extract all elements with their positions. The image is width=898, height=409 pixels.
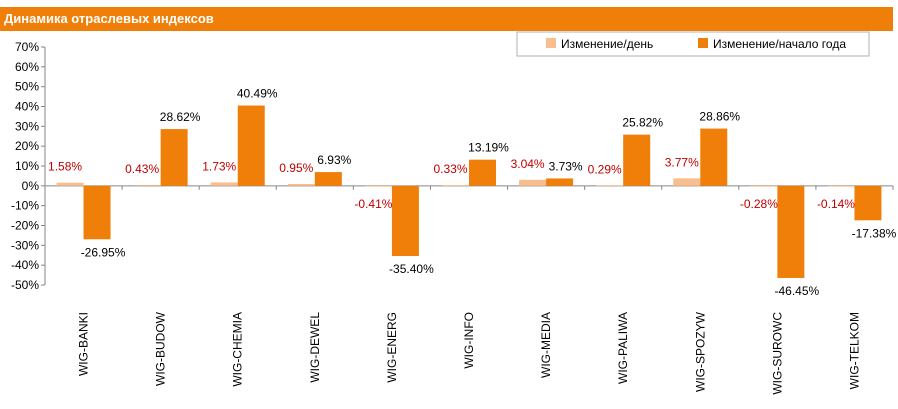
category-label: WIG-ENERG [385,312,399,383]
data-label-ytd: 6.93% [317,153,351,167]
data-label-daily: -0.28% [740,197,778,211]
bar-ytd-change [237,105,265,186]
category-label: WIG-TELKOM [847,312,861,389]
y-tick-label: -50% [11,278,39,292]
bar-daily-change [56,182,84,186]
bar-daily-change [133,184,161,186]
bar-ytd-change [314,172,342,186]
data-label-ytd: -17.38% [852,226,897,240]
data-label-ytd: 40.49% [237,87,278,101]
data-label-ytd: 28.62% [160,110,201,124]
data-label-daily: 0.43% [125,162,159,176]
y-tick-label: 50% [15,80,39,94]
category-label: WIG-BANKI [77,312,91,376]
category-label: WIG-DEWEL [308,312,322,383]
data-label-ytd: -46.45% [775,284,820,298]
bar-daily-change [750,185,778,187]
legend-swatch-ytd [698,38,708,48]
data-label-daily: 0.33% [433,162,467,176]
y-tick-label: -30% [11,238,39,252]
data-label-ytd: 13.19% [468,141,509,155]
data-labels: 1.58% -26.95% 0.43% 28.62% 1.73% 40.49% 0.95% 6… [48,87,897,298]
chart-title: Динамика отраслевых индексов [0,7,893,31]
data-label-ytd: 25.82% [622,116,663,130]
bar-ytd-change [854,185,882,221]
bar-ytd-change [777,185,805,278]
legend-box [516,31,870,57]
y-tick-label: -40% [11,258,39,272]
category-label: WIG-INFO [462,312,476,369]
data-label-daily: 1.58% [48,160,82,174]
bar-ytd-change [83,185,111,240]
data-label-daily: -0.14% [817,197,855,211]
data-label-ytd: 28.86% [699,110,740,124]
legend-label-daily: Изменение/день [561,37,653,51]
data-label-daily: 0.29% [588,162,622,176]
y-tick-label: 20% [15,139,39,153]
y-tick-label: 40% [15,100,39,114]
bar-daily-change [210,182,238,186]
category-label: WIG-PALIWA [616,312,630,384]
bar-daily-change [287,183,315,186]
data-label-daily: 3.04% [511,157,545,171]
axes: 70% 60% 50% 40% 30% 20% 10% 0% -10% -20% -30% -40% -… [11,40,894,395]
category-label: WIG-BUDOW [154,311,168,386]
bar-ytd-change [160,129,188,186]
y-tick-label: 30% [15,119,39,133]
category-label: WIG-MEDIA [539,312,553,378]
bar-daily-change [364,185,392,187]
legend-swatch-daily [546,38,556,48]
category-label: WIG-CHEMIA [231,312,245,387]
y-tick-label: -20% [11,219,39,233]
category-label: WIG-SUROWC [770,312,784,395]
y-tick-label: -10% [11,199,39,213]
data-label-daily: -0.41% [354,197,392,211]
y-tick-label: 70% [15,40,39,54]
bar-ytd-change [623,134,651,186]
bar-ytd-change [469,159,496,186]
y-tick-label: 10% [15,159,39,173]
legend-label-ytd: Изменение/начало года [713,37,846,51]
category-label: WIG-SPOZYW [693,311,707,392]
y-tick-label: 60% [15,60,39,74]
bar-ytd-change [700,128,728,186]
bars [56,105,882,278]
bar-ytd-change [391,185,419,257]
data-label-daily: 1.73% [202,159,236,173]
bar-daily-change [827,185,855,187]
bar-daily-change [442,185,469,186]
bar-daily-change [519,179,547,186]
bar-daily-change [596,185,624,187]
data-label-ytd: -35.40% [389,262,434,276]
data-label-daily: 3.77% [665,155,699,169]
legend: Изменение/день Изменение/начало года [516,31,870,57]
data-label-ytd: 3.73% [549,159,583,173]
data-label-daily: 0.95% [279,161,313,175]
data-label-ytd: -26.95% [81,245,126,259]
bar-daily-change [673,178,701,186]
bar-ytd-change [546,178,574,186]
y-tick-label: 0% [22,179,40,193]
